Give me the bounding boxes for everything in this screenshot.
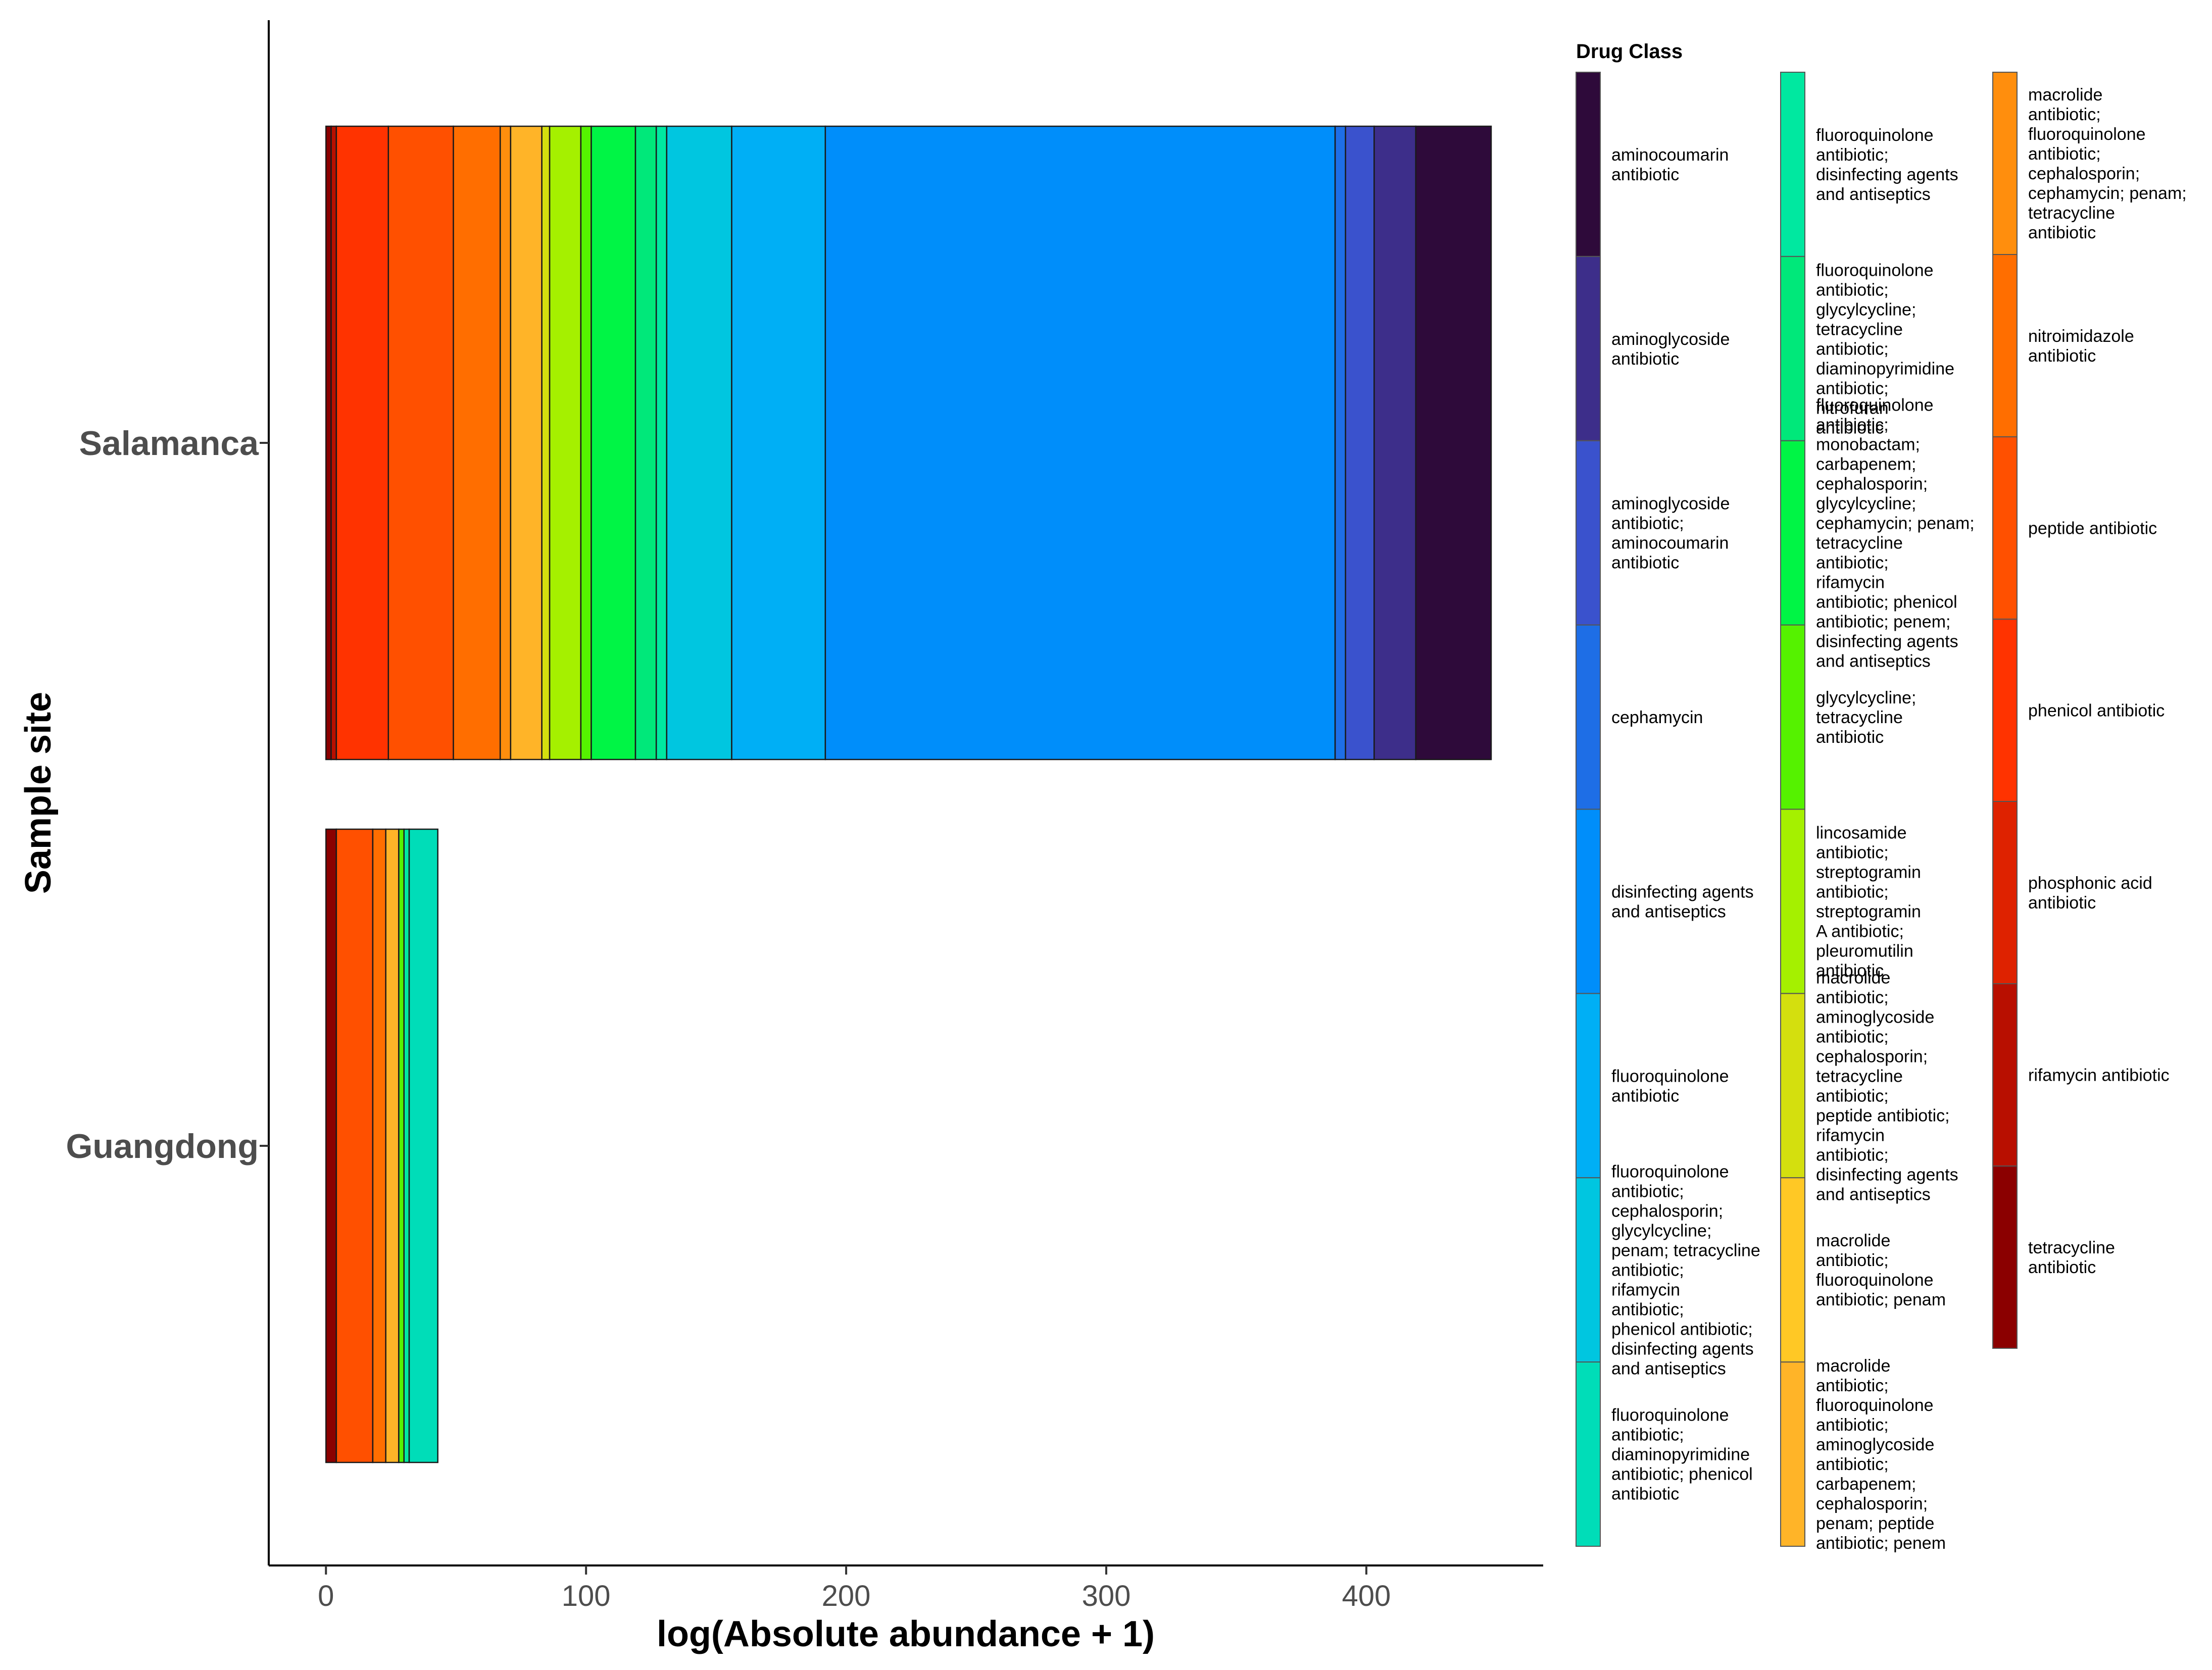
- legend-label: macrolide antibiotic; fluoroquinolone antib…: [1816, 1231, 1946, 1309]
- bar-segment-guangdong-5: [372, 828, 386, 1463]
- bar-segment-salamanca-18: [824, 125, 1336, 761]
- bar-segment-salamanca-14: [655, 125, 668, 761]
- bar-segment-salamanca-1: [330, 125, 337, 761]
- bar-segment-salamanca-6: [500, 125, 512, 761]
- bar-segment-salamanca-3: [335, 125, 389, 761]
- legend-label: fluoroquinolone antibiotic: [1611, 1067, 1729, 1105]
- bar-segment-guangdong-4: [335, 828, 374, 1463]
- legend-label: cephamycin: [1611, 708, 1703, 727]
- legend-swatch: [1576, 993, 1601, 1179]
- bar-segment-guangdong-0: [325, 828, 337, 1463]
- bar-segment-salamanca-5: [453, 125, 501, 761]
- bar-segment-guangdong-11: [398, 828, 405, 1463]
- legend-label: tetracycline antibiotic: [2028, 1238, 2115, 1277]
- bar-segment-salamanca-16: [666, 125, 732, 761]
- legend-label: macrolide antibiotic; fluoroquinolone antib…: [2028, 85, 2187, 242]
- legend-label: fluoroquinolone antibiotic; diaminopyrimid…: [1611, 1406, 1753, 1504]
- legend-label: fluoroquinolone antibiotic; cephalosporin;…: [1611, 1162, 1760, 1379]
- bar-segment-salamanca-0: [325, 125, 332, 761]
- legend-label: fluoroquinolone antibiotic; disinfecting a…: [1816, 126, 1958, 204]
- legend-swatch: [1992, 1166, 2018, 1349]
- legend-swatch: [1992, 72, 2018, 255]
- legend-swatch: [1780, 440, 1805, 626]
- bar-segment-salamanca-12: [591, 125, 636, 761]
- bars-group: [325, 125, 1492, 1463]
- bar-segment-salamanca-7: [510, 125, 543, 761]
- bar-segment-salamanca-13: [634, 125, 657, 761]
- y-category-label: Guangdong: [66, 1127, 259, 1166]
- legend-label: disinfecting agents and antiseptics: [1611, 882, 1754, 921]
- bar-segment-guangdong-7: [385, 828, 400, 1463]
- legend-swatch: [1576, 440, 1601, 626]
- legend-swatch: [1780, 993, 1805, 1179]
- legend-swatch: [1576, 808, 1601, 994]
- bar-segment-salamanca-21: [1373, 125, 1416, 761]
- legend-label: phenicol antibiotic: [2028, 701, 2165, 721]
- legend-label: rifamycin antibiotic: [2028, 1066, 2170, 1085]
- x-tick-label: 300: [1082, 1580, 1131, 1612]
- legend-label: aminoglycoside antibiotic: [1611, 330, 1730, 369]
- y-category-label: Salamanca: [79, 424, 260, 463]
- legend-swatch: [1576, 72, 1601, 257]
- legend-swatch: [1576, 624, 1601, 810]
- legend-swatch: [1780, 624, 1805, 810]
- legend-swatch: [1992, 254, 2018, 437]
- legend-swatch: [1780, 808, 1805, 994]
- ticks-group: 0 100 200 300 400 Salamanca Guangdong: [66, 424, 1391, 1612]
- legend-label: macrolide antibiotic; fluoroquinolone antib…: [1816, 1356, 1946, 1553]
- bar-segment-salamanca-17: [731, 125, 826, 761]
- legend-swatch: [1992, 436, 2018, 620]
- legend-swatch: [1780, 256, 1805, 441]
- x-axis-title: log(Absolute abundance + 1): [657, 1614, 1155, 1654]
- bar-segment-guangdong-14: [403, 828, 410, 1463]
- legend-title: Drug Class: [1576, 40, 1683, 63]
- legend-label: fluoroquinolone antibiotic; monobactam; car…: [1816, 396, 1975, 671]
- legend-swatch: [1780, 72, 1805, 257]
- legend-swatch: [1992, 801, 2018, 984]
- legend-label: peptide antibiotic: [2028, 519, 2157, 538]
- x-tick-label: 0: [318, 1580, 334, 1612]
- legend-swatch: [1992, 983, 2018, 1167]
- legend-swatch: [1780, 1177, 1805, 1363]
- x-tick-label: 100: [562, 1580, 611, 1612]
- bar-segment-salamanca-10: [549, 125, 582, 761]
- legend-swatch: [1576, 1361, 1601, 1547]
- axes-group: [268, 20, 1543, 1566]
- y-axis-title: Sample site: [18, 692, 59, 894]
- legend-label: macrolide antibiotic; aminoglycoside antibi…: [1816, 968, 1958, 1204]
- bar-segment-salamanca-20: [1345, 125, 1375, 761]
- legend-label: phosphonic acid antibiotic: [2028, 874, 2152, 913]
- legend: aminocoumarin antibiotic aminoglycoside ant…: [1576, 72, 2187, 1553]
- bar-segment-salamanca-4: [387, 125, 454, 761]
- bar-segment-guangdong-15: [408, 828, 438, 1463]
- x-tick-label: 400: [1342, 1580, 1391, 1612]
- legend-label: lincosamide antibiotic; streptogramin antib…: [1816, 823, 1921, 980]
- bar-segment-salamanca-22: [1415, 125, 1492, 761]
- bar-segment-salamanca-11: [580, 125, 592, 761]
- legend-swatch: [1576, 1177, 1601, 1363]
- legend-swatch: [1780, 1361, 1805, 1547]
- bar-segment-salamanca-9: [541, 125, 551, 761]
- legend-label: fluoroquinolone antibiotic; glycylcycline;…: [1816, 261, 1954, 437]
- legend-label: aminoglycoside antibiotic; aminocoumarin an…: [1611, 494, 1730, 573]
- x-tick-label: 200: [822, 1580, 871, 1612]
- legend-swatch: [1992, 619, 2018, 802]
- legend-swatch: [1576, 256, 1601, 441]
- bar-segment-salamanca-19: [1334, 125, 1346, 761]
- legend-label: glycylcycline; tetracycline antibiotic: [1816, 688, 1916, 747]
- legend-label: aminocoumarin antibiotic: [1611, 145, 1729, 184]
- legend-label: nitroimidazole antibiotic: [2028, 327, 2134, 366]
